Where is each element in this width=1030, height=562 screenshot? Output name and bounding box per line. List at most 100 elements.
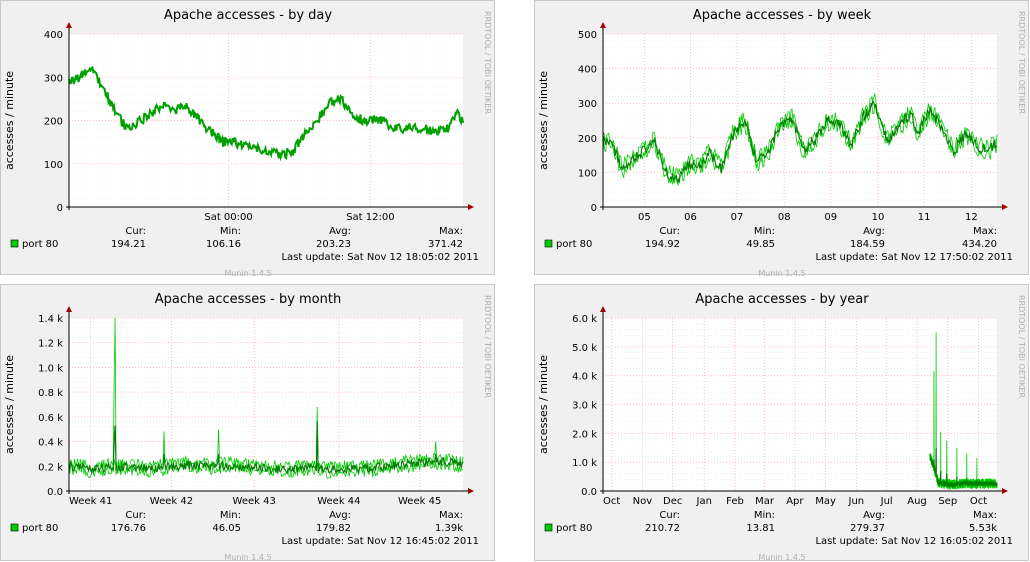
chart-year: Apache accesses - by year RRDTOOL / TOBI … [537, 292, 1026, 562]
x-tick-label: 10 [872, 212, 885, 223]
munin-footer: Munin 1.4.5 [758, 269, 805, 276]
legend-value-min: 106.16 [206, 239, 241, 250]
plot-area [603, 34, 997, 207]
legend-header-cur: Cur: [659, 226, 680, 237]
legend-value-min: 13.81 [746, 523, 775, 534]
legend-value-cur: 176.76 [111, 523, 146, 534]
last-update: Last update: Sat Nov 12 16:05:02 2011 [815, 536, 1013, 547]
series-swatch [10, 239, 19, 248]
chart-month: Apache accesses - by month RRDTOOL / TOBI… [3, 292, 492, 562]
y-tick-label: 6.0 k [572, 314, 597, 325]
chart-title: Apache accesses - by year [695, 292, 869, 307]
legend-header-avg: Avg: [863, 510, 885, 521]
x-tick-label: 08 [778, 212, 791, 223]
series-line [68, 421, 464, 476]
munin-footer: Munin 1.4.5 [758, 553, 805, 562]
y-axis-arrow [600, 306, 606, 312]
legend-value-cur: 210.72 [645, 523, 680, 534]
y-tick-label: 500 [578, 30, 597, 41]
legend-header-avg: Avg: [329, 510, 351, 521]
y-tick-label: 400 [44, 30, 63, 41]
chart-panel-week: Apache accesses - by week RRDTOOL / TOBI … [534, 0, 1029, 276]
plot-area [603, 318, 997, 491]
x-tick-label: Week 42 [150, 496, 193, 507]
y-tick-label: 2.0 k [572, 429, 597, 440]
chart-panel-year: Apache accesses - by year RRDTOOL / TOBI … [534, 284, 1029, 562]
chart-title: Apache accesses - by month [155, 292, 341, 307]
legend-value-avg: 179.82 [316, 523, 351, 534]
x-tick-label: Jul [880, 496, 893, 507]
series-label: port 80 [22, 523, 58, 534]
y-tick-label: 4.0 k [572, 372, 597, 383]
y-tick-label: 0.4 k [38, 438, 63, 449]
y-tick-label: 100 [578, 168, 597, 179]
x-axis-arrow [1002, 204, 1008, 210]
x-tick-label: Week 45 [398, 496, 441, 507]
legend-value-max: 5.53k [969, 523, 997, 534]
y-tick-label: 1.0 k [38, 363, 63, 374]
y-tick-label: 0.0 [581, 487, 597, 498]
y-tick-label: 300 [44, 73, 63, 84]
y-tick-label: 200 [578, 134, 597, 145]
last-update: Last update: Sat Nov 12 16:45:02 2011 [281, 536, 479, 547]
y-tick-label: 0.8 k [38, 388, 63, 399]
y-tick-label: 0 [57, 203, 63, 214]
legend-header-max: Max: [973, 226, 997, 237]
series-label: port 80 [556, 239, 592, 250]
y-axis-arrow [66, 22, 72, 28]
y-axis-arrow [600, 22, 606, 28]
x-tick-label: Mar [755, 496, 775, 507]
y-tick-label: 1.4 k [38, 314, 63, 325]
rrdtool-side-label: RRDTOOL / TOBI OETIKER [483, 11, 492, 114]
munin-footer: Munin 1.4.5 [224, 269, 271, 276]
y-axis-label: accesses / minute [537, 355, 550, 454]
legend-header-avg: Avg: [329, 226, 351, 237]
x-tick-label: 07 [731, 212, 744, 223]
chart-week: Apache accesses - by week RRDTOOL / TOBI … [537, 8, 1026, 276]
legend-value-cur: 194.21 [111, 239, 146, 250]
legend-header-max: Max: [973, 510, 997, 521]
x-tick-label: 06 [684, 212, 697, 223]
legend-header-min: Min: [754, 226, 775, 237]
legend-value-max: 371.42 [428, 239, 463, 250]
x-tick-label: Feb [726, 496, 744, 507]
series-line [68, 65, 464, 162]
legend-header-min: Min: [220, 510, 241, 521]
legend-header-avg: Avg: [863, 226, 885, 237]
rrdtool-side-label: RRDTOOL / TOBI OETIKER [1017, 295, 1026, 398]
x-tick-label: Jun [848, 496, 865, 507]
x-tick-label: 05 [638, 212, 651, 223]
x-tick-label: Week 44 [317, 496, 360, 507]
x-axis-arrow [468, 204, 474, 210]
y-tick-label: 0.2 k [38, 462, 63, 473]
x-tick-label: Sep [938, 496, 957, 507]
rrdtool-side-label: RRDTOOL / TOBI OETIKER [1017, 11, 1026, 114]
x-axis-arrow [1002, 488, 1008, 494]
chart-panel-month: Apache accesses - by month RRDTOOL / TOBI… [0, 284, 495, 562]
legend-value-min: 46.05 [212, 523, 241, 534]
legend-header-max: Max: [439, 226, 463, 237]
chart-panel-day: Apache accesses - by day RRDTOOL / TOBI O… [0, 0, 495, 276]
x-tick-label: 12 [965, 212, 978, 223]
legend-header-min: Min: [754, 510, 775, 521]
x-tick-label: Apr [786, 496, 804, 507]
y-tick-label: 0 [591, 203, 597, 214]
y-tick-label: 3.0 k [572, 401, 597, 412]
last-update: Last update: Sat Nov 12 17:50:02 2011 [815, 252, 1013, 263]
series-swatch [544, 239, 553, 248]
x-tick-label: Jan [696, 496, 712, 507]
x-tick-label: Week 41 [69, 496, 112, 507]
y-tick-label: 1.2 k [38, 339, 63, 350]
y-tick-label: 1.0 k [572, 458, 597, 469]
x-tick-label: Aug [907, 496, 927, 507]
legend-header-cur: Cur: [659, 510, 680, 521]
legend-value-avg: 279.37 [850, 523, 885, 534]
chart-day: Apache accesses - by day RRDTOOL / TOBI O… [3, 8, 492, 276]
legend-value-cur: 194.92 [645, 239, 680, 250]
legend-header-max: Max: [439, 510, 463, 521]
munin-footer: Munin 1.4.5 [224, 553, 271, 562]
chart-title: Apache accesses - by day [164, 8, 332, 23]
x-tick-label: 09 [824, 212, 837, 223]
y-tick-label: 200 [44, 117, 63, 128]
series-line [602, 99, 998, 183]
